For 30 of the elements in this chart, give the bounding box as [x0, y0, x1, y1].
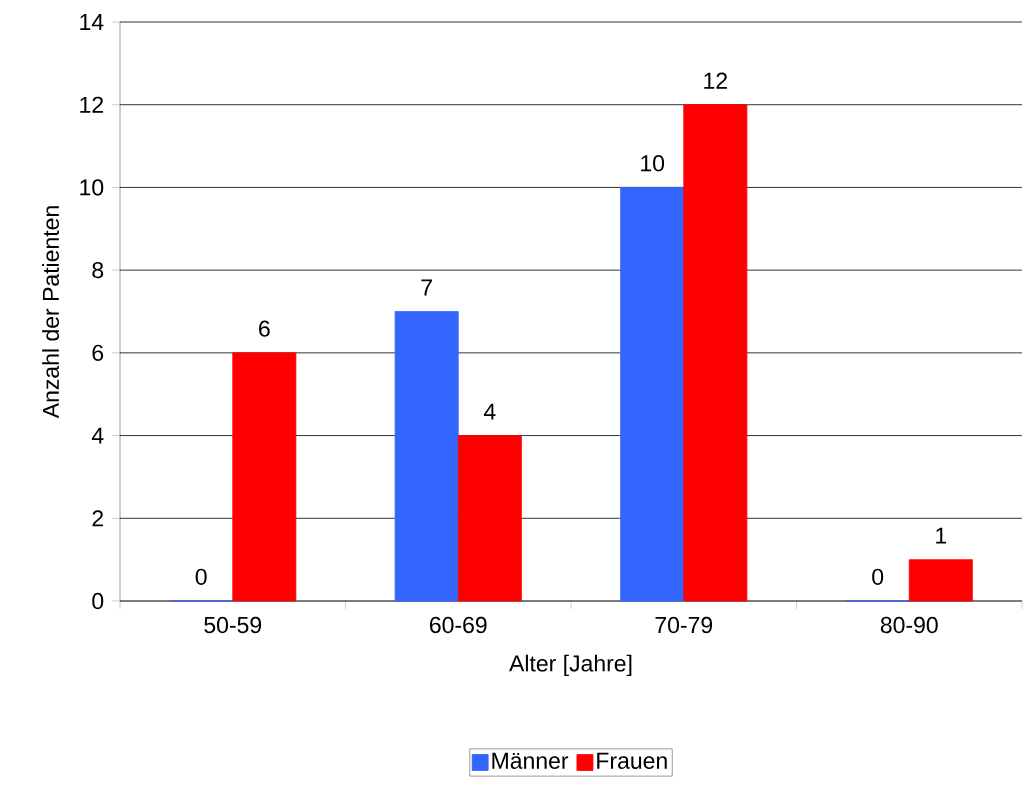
y-tick-label: 10 — [80, 179, 104, 196]
data-label: 10 — [641, 155, 665, 172]
data-label: 7 — [421, 279, 432, 296]
legend-label: Frauen — [597, 752, 667, 769]
x-axis-title: Alter [Jahre] — [509, 654, 632, 677]
data-label: 0 — [872, 568, 884, 585]
data-label: 12 — [704, 72, 727, 89]
y-axis-title: Anzahl der Patienten — [42, 206, 60, 419]
y-tick-label: 8 — [92, 262, 104, 279]
bar — [457, 435, 522, 602]
bar — [620, 187, 685, 602]
legend-label: Männer — [492, 752, 569, 769]
y-tick-label: 6 — [92, 344, 104, 361]
data-label: 4 — [483, 403, 496, 420]
y-tick-label: 12 — [80, 96, 103, 113]
x-tick-label: 50-59 — [204, 616, 262, 634]
y-tick-label: 4 — [91, 427, 104, 444]
bar — [908, 559, 973, 602]
x-tick-label: 60-69 — [430, 616, 487, 634]
y-tick-label: 2 — [92, 510, 103, 527]
data-label: 0 — [195, 568, 207, 585]
y-tick-label: 14 — [80, 14, 104, 30]
y-tick-label: 0 — [92, 592, 104, 610]
bar — [394, 311, 459, 602]
bar — [232, 352, 297, 602]
x-tick-label: 70-79 — [655, 616, 713, 634]
bar — [683, 104, 748, 602]
x-tick-label: 80-90 — [880, 616, 938, 634]
data-label: 1 — [936, 527, 947, 544]
data-label: 6 — [259, 320, 270, 337]
